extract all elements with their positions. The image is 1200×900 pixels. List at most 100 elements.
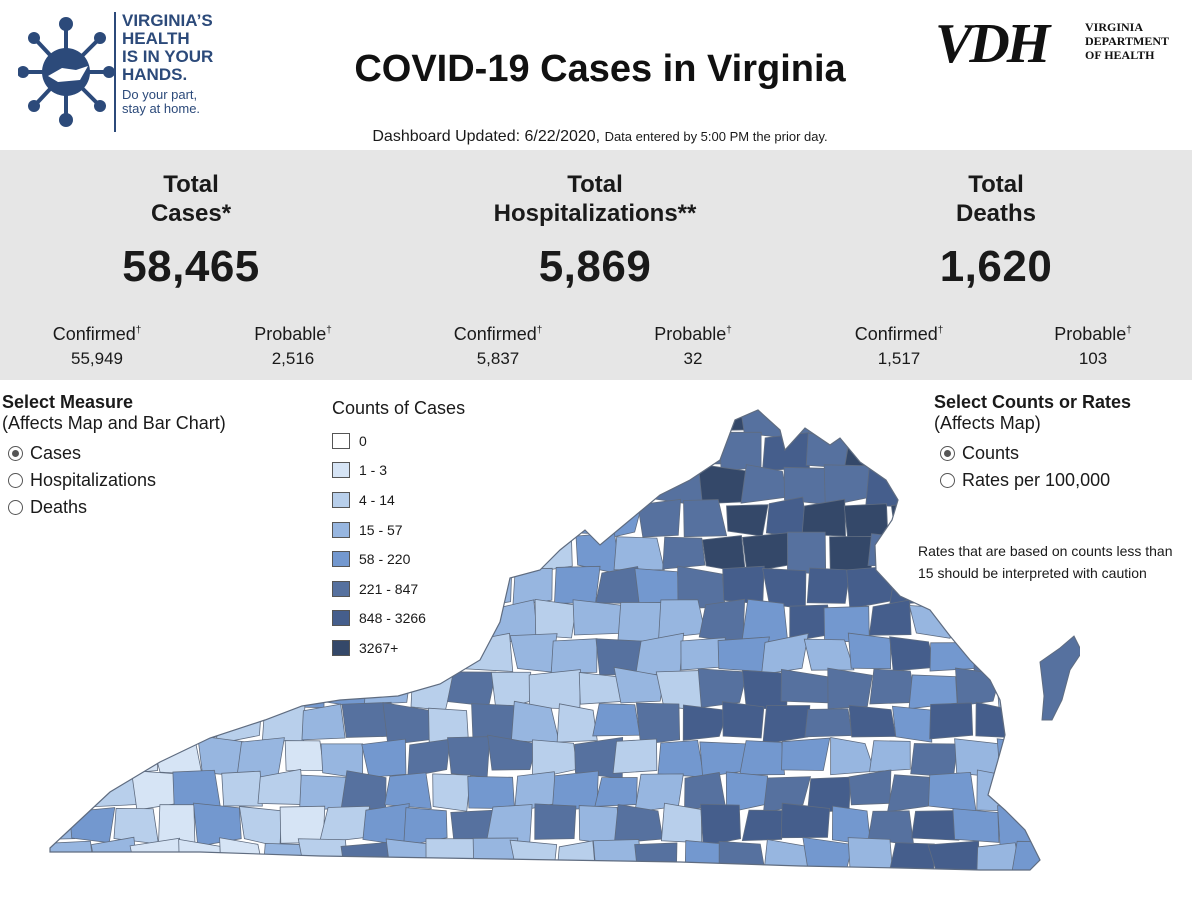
county-region[interactable] bbox=[467, 430, 515, 471]
county-region[interactable] bbox=[445, 463, 490, 501]
county-region[interactable] bbox=[446, 537, 496, 576]
county-region[interactable] bbox=[1011, 840, 1063, 872]
county-region[interactable] bbox=[892, 705, 933, 743]
county-region[interactable] bbox=[237, 673, 287, 707]
county-region[interactable] bbox=[364, 462, 412, 503]
county-region[interactable] bbox=[110, 670, 160, 709]
county-region[interactable] bbox=[977, 503, 1020, 539]
county-region[interactable] bbox=[973, 632, 1023, 675]
county-region[interactable] bbox=[131, 704, 183, 743]
county-region[interactable] bbox=[40, 400, 73, 436]
county-region[interactable] bbox=[741, 598, 789, 643]
county-region[interactable] bbox=[618, 469, 663, 508]
county-region[interactable] bbox=[69, 735, 116, 776]
county-region[interactable] bbox=[303, 564, 349, 607]
county-region[interactable] bbox=[407, 738, 451, 778]
county-region[interactable] bbox=[554, 565, 601, 604]
county-region[interactable] bbox=[806, 567, 851, 604]
county-region[interactable] bbox=[740, 464, 789, 504]
county-region[interactable] bbox=[173, 432, 224, 465]
county-region[interactable] bbox=[53, 497, 97, 537]
county-region[interactable] bbox=[362, 531, 409, 567]
county-region[interactable] bbox=[976, 769, 1017, 812]
county-region[interactable] bbox=[318, 805, 371, 844]
county-region[interactable] bbox=[299, 774, 349, 812]
county-region[interactable] bbox=[302, 432, 349, 471]
county-region[interactable] bbox=[976, 842, 1022, 874]
county-region[interactable] bbox=[40, 671, 71, 710]
county-region[interactable] bbox=[324, 878, 365, 880]
county-region[interactable] bbox=[780, 668, 830, 704]
county-region[interactable] bbox=[221, 770, 263, 807]
county-region[interactable] bbox=[1037, 873, 1080, 880]
county-region[interactable] bbox=[510, 433, 552, 468]
county-region[interactable] bbox=[697, 400, 749, 432]
county-region[interactable] bbox=[719, 431, 762, 472]
county-region[interactable] bbox=[637, 498, 682, 538]
county-region[interactable] bbox=[556, 502, 594, 534]
county-region[interactable] bbox=[1035, 605, 1080, 641]
county-region[interactable] bbox=[528, 669, 581, 710]
county-region[interactable] bbox=[929, 702, 974, 740]
county-region[interactable] bbox=[684, 840, 721, 879]
county-region[interactable] bbox=[385, 572, 434, 603]
county-region[interactable] bbox=[997, 872, 1040, 880]
county-region[interactable] bbox=[802, 836, 854, 877]
radio-selected-icon[interactable] bbox=[8, 446, 23, 461]
county-region[interactable] bbox=[487, 874, 538, 880]
county-region[interactable] bbox=[172, 564, 223, 608]
county-region[interactable] bbox=[384, 772, 432, 810]
county-region[interactable] bbox=[592, 703, 641, 737]
county-region[interactable] bbox=[848, 769, 892, 806]
county-region[interactable] bbox=[425, 433, 473, 469]
county-region[interactable] bbox=[1054, 840, 1080, 879]
county-region[interactable] bbox=[173, 496, 224, 542]
county-region[interactable] bbox=[49, 840, 95, 876]
county-region[interactable] bbox=[178, 838, 222, 879]
county-region[interactable] bbox=[596, 500, 644, 541]
county-region[interactable] bbox=[762, 839, 811, 880]
county-region[interactable] bbox=[847, 632, 892, 670]
county-region[interactable] bbox=[446, 671, 497, 707]
county-region[interactable] bbox=[88, 432, 133, 472]
county-region[interactable] bbox=[848, 704, 897, 738]
county-region[interactable] bbox=[236, 873, 281, 880]
county-region[interactable] bbox=[700, 803, 741, 847]
county-region[interactable] bbox=[108, 739, 158, 775]
county-region[interactable] bbox=[827, 667, 873, 710]
county-region[interactable] bbox=[830, 737, 875, 776]
county-region[interactable] bbox=[157, 465, 203, 505]
county-region[interactable] bbox=[113, 400, 162, 440]
county-region[interactable] bbox=[129, 837, 180, 874]
county-region[interactable] bbox=[194, 537, 243, 574]
county-region[interactable] bbox=[262, 842, 306, 876]
county-region[interactable] bbox=[683, 499, 728, 538]
county-region[interactable] bbox=[109, 875, 158, 880]
county-region[interactable] bbox=[255, 635, 304, 676]
county-region[interactable] bbox=[550, 638, 598, 674]
county-region[interactable] bbox=[260, 499, 304, 540]
county-region[interactable] bbox=[276, 465, 330, 506]
county-region[interactable] bbox=[718, 840, 767, 878]
county-region[interactable] bbox=[69, 666, 116, 710]
county-region[interactable] bbox=[761, 632, 809, 675]
county-region[interactable] bbox=[950, 878, 1000, 880]
county-region[interactable] bbox=[340, 841, 391, 879]
county-region[interactable] bbox=[91, 702, 141, 742]
county-region[interactable] bbox=[159, 532, 199, 573]
county-region[interactable] bbox=[577, 469, 620, 505]
county-region[interactable] bbox=[613, 536, 665, 571]
county-region[interactable] bbox=[89, 566, 141, 610]
county-region[interactable] bbox=[403, 807, 448, 847]
rates-option[interactable]: Rates per 100,000 bbox=[934, 467, 1194, 494]
county-region[interactable] bbox=[762, 776, 812, 814]
county-region[interactable] bbox=[403, 603, 454, 642]
county-region[interactable] bbox=[534, 803, 577, 840]
county-region[interactable] bbox=[447, 736, 491, 778]
county-region[interactable] bbox=[219, 432, 260, 470]
county-region[interactable] bbox=[195, 667, 241, 709]
radio-selected-icon[interactable] bbox=[940, 446, 955, 461]
county-region[interactable] bbox=[890, 502, 939, 538]
county-region[interactable] bbox=[297, 838, 349, 880]
county-region[interactable] bbox=[40, 808, 77, 841]
